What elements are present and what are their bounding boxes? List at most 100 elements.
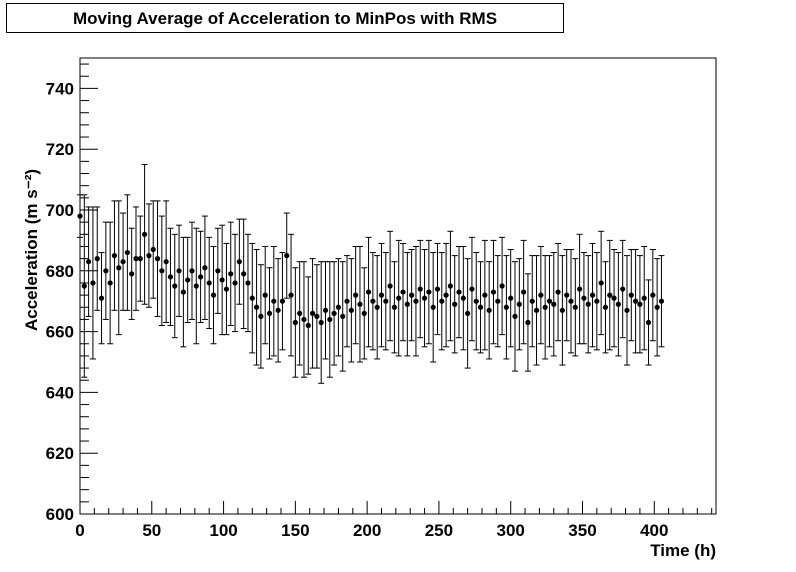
data-point <box>572 304 578 310</box>
data-point-with-error <box>456 245 463 339</box>
data-point <box>602 304 609 310</box>
data-point-with-error <box>391 261 398 354</box>
data-point <box>581 295 587 301</box>
data-point <box>232 280 238 286</box>
data-point <box>133 256 139 262</box>
data-point-with-error <box>529 255 536 348</box>
data-point-with-error <box>197 230 204 323</box>
data-point <box>253 304 260 310</box>
data-point <box>228 271 234 277</box>
data-point-with-error <box>361 267 368 360</box>
data-point-with-error <box>645 279 652 366</box>
data-point <box>94 256 100 262</box>
data-point <box>387 283 393 289</box>
data-point-with-error <box>270 245 277 357</box>
y-tick-label: 620 <box>46 444 74 463</box>
data-point-with-error <box>128 227 135 320</box>
data-point <box>546 298 553 304</box>
data-point <box>297 310 303 316</box>
data-point-with-error <box>219 224 226 336</box>
data-point <box>516 301 522 307</box>
y-tick-label: 740 <box>46 79 74 98</box>
data-point-with-error <box>348 258 355 363</box>
data-point <box>508 295 514 301</box>
data-point <box>456 289 462 295</box>
data-point-with-error <box>253 249 260 366</box>
y-axis-label: Acceleration (m s⁻²) <box>22 169 41 331</box>
data-point <box>159 268 165 274</box>
data-point <box>193 283 199 289</box>
data-point-with-error <box>335 258 342 357</box>
data-point-with-error <box>503 255 510 360</box>
data-point-with-error <box>400 242 407 342</box>
data-point-with-error <box>132 206 139 311</box>
y-tick-label: 720 <box>46 140 74 159</box>
data-point <box>628 292 634 298</box>
data-point <box>357 301 363 307</box>
data-point <box>525 319 531 326</box>
data-point <box>146 253 152 259</box>
data-point-with-error <box>145 203 152 308</box>
data-point <box>305 322 311 329</box>
y-tick-label: 660 <box>46 323 74 342</box>
data-point-with-error <box>555 242 562 342</box>
data-point <box>607 292 613 298</box>
data-point-with-error <box>606 239 613 351</box>
data-point-with-error <box>344 255 351 348</box>
data-point-with-error <box>615 252 622 357</box>
data-point-with-error <box>464 258 471 369</box>
data-point-with-error <box>421 249 428 348</box>
data-point <box>167 274 174 280</box>
data-point <box>202 265 208 271</box>
data-point <box>645 319 652 326</box>
data-point-with-error <box>658 255 665 348</box>
data-point <box>292 319 298 326</box>
data-point <box>577 286 583 292</box>
data-point-with-error <box>636 255 643 354</box>
data-point-with-error <box>374 255 381 360</box>
data-point <box>391 304 398 310</box>
data-point-with-error <box>326 261 333 378</box>
data-point <box>421 295 428 301</box>
data-point-with-error <box>550 252 557 357</box>
data-point <box>413 298 419 304</box>
data-point-with-error <box>649 249 656 342</box>
data-point-with-error <box>520 239 527 345</box>
data-point-with-error <box>223 242 230 336</box>
data-point <box>81 283 87 289</box>
data-point-with-error <box>240 218 247 330</box>
plot-frame <box>79 57 717 515</box>
data-point-with-error <box>537 245 544 345</box>
data-point-with-error <box>408 249 415 342</box>
data-point-with-error <box>447 230 454 342</box>
data-point <box>633 298 639 304</box>
data-point-with-error <box>412 245 419 357</box>
data-point-with-error <box>107 221 114 345</box>
x-tick-label: 200 <box>353 521 381 540</box>
data-point <box>482 292 488 298</box>
data-point <box>400 289 406 295</box>
data-point <box>469 286 475 292</box>
data-point <box>499 283 505 289</box>
data-point <box>210 292 217 298</box>
data-point <box>142 231 148 237</box>
data-point-with-error <box>244 233 251 333</box>
data-point <box>176 268 182 274</box>
data-point-with-error <box>331 261 338 366</box>
data-point-with-error <box>486 261 493 360</box>
data-point <box>90 280 96 286</box>
data-point-with-error <box>300 261 307 378</box>
data-point-with-error <box>598 230 605 336</box>
data-point <box>344 298 350 304</box>
data-point <box>353 292 359 298</box>
data-point-with-error <box>602 261 609 354</box>
data-point <box>111 253 118 259</box>
data-point-with-error <box>576 233 583 345</box>
data-point <box>641 295 647 301</box>
data-point-with-error <box>632 249 639 354</box>
data-point <box>172 283 178 289</box>
data-point-with-error <box>451 255 458 354</box>
data-point-with-error <box>171 233 178 339</box>
data-point <box>417 286 423 292</box>
data-point-with-error <box>150 200 157 299</box>
